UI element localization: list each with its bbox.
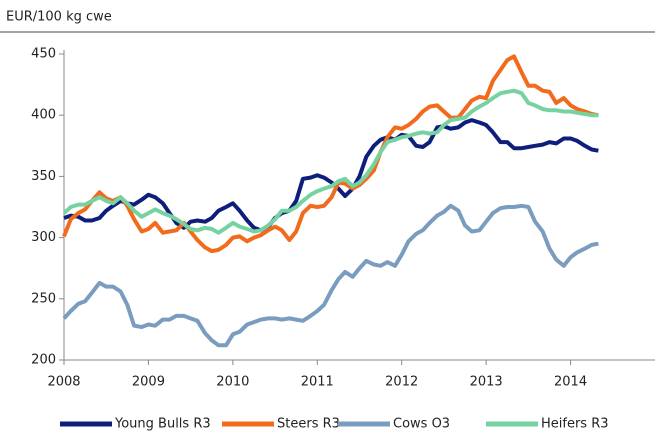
legend-label: Heifers R3 — [541, 417, 609, 432]
y-tick-label: 450 — [31, 47, 56, 62]
x-tick-label: 2010 — [216, 375, 249, 390]
x-tick-label: 2011 — [301, 375, 334, 390]
y-tick-label: 300 — [31, 230, 56, 245]
x-tick-label: 2009 — [132, 375, 165, 390]
x-tick-label: 2012 — [385, 375, 418, 390]
x-tick-label: 2014 — [554, 375, 587, 390]
series-line — [62, 88, 599, 235]
y-axis-title: EUR/100 kg cwe — [6, 10, 112, 25]
y-tick-label: 250 — [31, 291, 56, 306]
legend-label: Steers R3 — [277, 417, 340, 432]
series-line — [63, 118, 599, 233]
y-tick-label: 350 — [31, 169, 56, 184]
y-tick-label: 400 — [31, 108, 56, 123]
x-tick-label: 2008 — [47, 375, 80, 390]
legend-label: Cows O3 — [393, 417, 450, 432]
y-tick-label: 200 — [31, 353, 56, 368]
x-tick-label: 2013 — [470, 375, 503, 390]
series-line — [62, 54, 599, 254]
series-line — [62, 203, 599, 348]
legend-label: Young Bulls R3 — [114, 417, 211, 432]
